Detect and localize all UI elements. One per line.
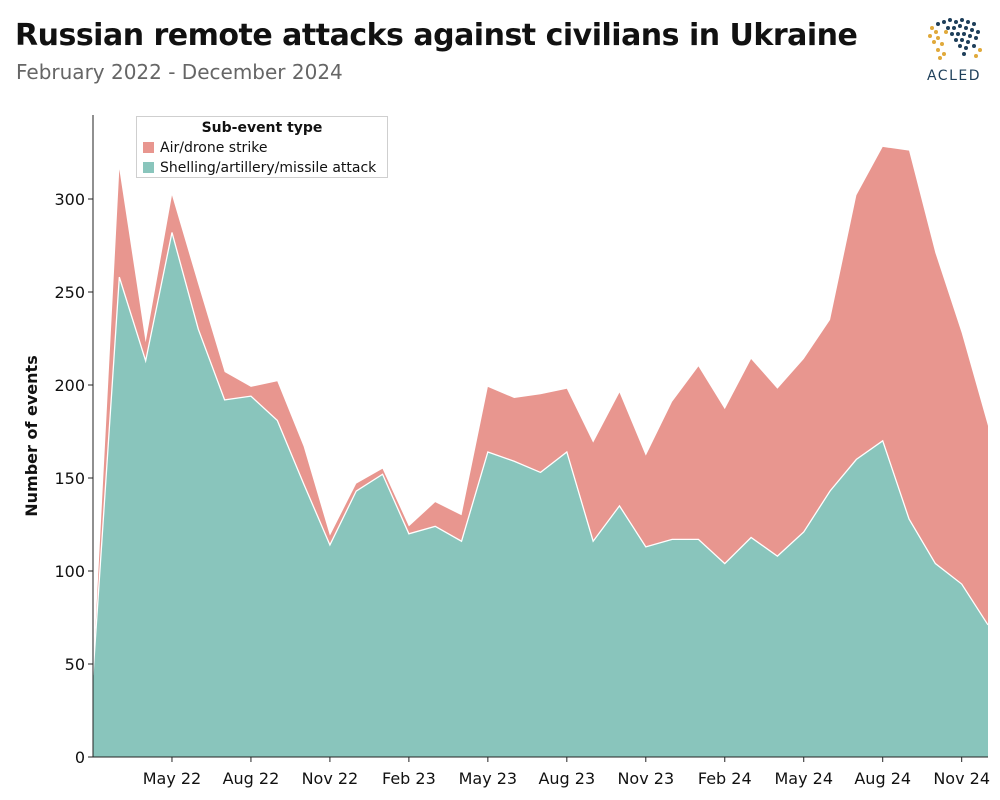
area-shelling-artillery-missile [93, 232, 988, 758]
y-tick-label: 0 [75, 748, 85, 767]
y-tick-label: 50 [65, 655, 85, 674]
legend-label-air-drone: Air/drone strike [160, 140, 268, 156]
legend-item-air-drone: Air/drone strike [143, 140, 267, 156]
legend-swatch-shelling [143, 162, 154, 173]
acled-logo: ACLED [918, 10, 990, 90]
x-tick-label: May 23 [459, 769, 518, 788]
y-ticks: 0 50 100 150 200 250 300 [54, 190, 93, 767]
x-tick-label: Aug 23 [538, 769, 595, 788]
legend-swatch-air-drone [143, 142, 154, 153]
y-tick-label: 300 [54, 190, 85, 209]
plot-areas [92, 146, 989, 758]
axes [92, 115, 988, 758]
legend: Sub-event type Air/drone strike Shelling… [136, 116, 388, 178]
y-tick-label: 200 [54, 376, 85, 395]
y-axis-label: Number of events [22, 355, 41, 516]
legend-label-shelling: Shelling/artillery/missile attack [160, 160, 377, 176]
legend-item-shelling: Shelling/artillery/missile attack [143, 160, 376, 176]
x-tick-label: Nov 22 [302, 769, 359, 788]
chart-title: Russian remote attacks against civilians… [15, 18, 858, 53]
legend-title: Sub-event type [201, 120, 323, 136]
series-boundary-line [92, 232, 989, 676]
x-tick-label: May 24 [774, 769, 833, 788]
y-tick-label: 100 [54, 562, 85, 581]
x-tick-label: Feb 23 [382, 769, 436, 788]
x-tick-label: Nov 23 [617, 769, 674, 788]
x-tick-label: Aug 22 [223, 769, 280, 788]
x-tick-label: May 22 [143, 769, 202, 788]
x-tick-label: Feb 24 [698, 769, 752, 788]
area-air-drone-strike [93, 146, 988, 676]
logo-text: ACLED [926, 68, 982, 84]
world-map-dots-icon [928, 18, 982, 60]
chart-subtitle: February 2022 - December 2024 [16, 60, 343, 84]
y-tick-label: 250 [54, 283, 85, 302]
x-tick-label: Nov 24 [933, 769, 990, 788]
x-tick-label: Aug 24 [854, 769, 911, 788]
x-ticks: May 22 Aug 22 Nov 22 Feb 23 May 23 Aug 23 Nov … [143, 757, 990, 788]
y-tick-label: 150 [54, 469, 85, 488]
